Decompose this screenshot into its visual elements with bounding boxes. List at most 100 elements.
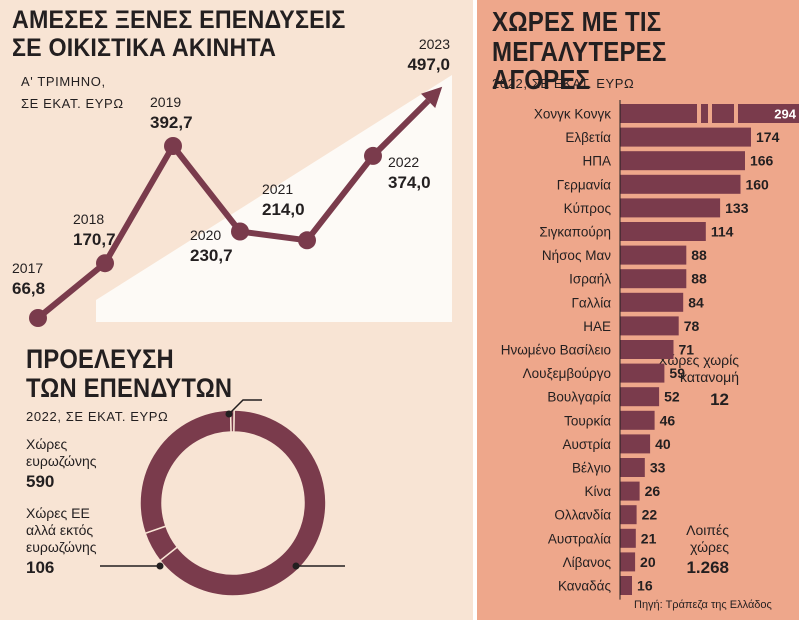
year-label-2022: 2022 bbox=[388, 154, 419, 170]
leader-dot-other bbox=[292, 562, 300, 570]
origin-label-eu-non-euro: Χώρες ΕΕ αλλά εκτός ευρωζώνης bbox=[26, 505, 97, 556]
bar-value-label: 78 bbox=[684, 318, 700, 334]
bar-value-label: 46 bbox=[660, 412, 676, 428]
leader-dot-unallocated bbox=[225, 410, 233, 418]
bar-category-label: ΗΠΑ bbox=[582, 154, 611, 169]
origin-label-unallocated: Χώρες χωρίς κατανομή bbox=[658, 352, 739, 386]
year-label-2019: 2019 bbox=[150, 94, 181, 110]
bar-value-label: 114 bbox=[711, 224, 734, 240]
bar-10 bbox=[620, 340, 674, 359]
origin-label-other-l1: Λοιπές bbox=[686, 522, 729, 538]
origin-label-unallocated-l1: Χώρες χωρίς bbox=[658, 352, 739, 368]
value-label-2023: 497,0 bbox=[407, 55, 450, 74]
origin-label-eu-non-euro-l2: αλλά εκτός bbox=[26, 522, 94, 538]
bar-category-label: Καναδάς bbox=[558, 579, 612, 594]
bar-value-label: 84 bbox=[688, 294, 704, 310]
value-label-2018: 170,7 bbox=[73, 230, 116, 249]
year-label-2021: 2021 bbox=[262, 181, 293, 197]
bar-category-label: Γαλλία bbox=[571, 295, 611, 310]
bar-category-label: Αυστρία bbox=[562, 437, 611, 452]
bar-category-label: Σιγκαπούρη bbox=[539, 225, 611, 240]
investments-subtitle-line2: ΣΕ ΕΚΑΤ. ΕΥΡΩ bbox=[21, 96, 124, 111]
bar-category-label: Βουλγαρία bbox=[547, 390, 611, 405]
leader-line-unallocated bbox=[228, 399, 262, 415]
origin-value-eu-non-euro: 106 bbox=[26, 558, 55, 577]
investments-line-chart: 2017 66,8 2018 170,7 2019 392,7 2020 230,7 2021 2… bbox=[12, 36, 452, 327]
bar-value-label: 16 bbox=[637, 578, 653, 594]
data-point-2021 bbox=[298, 231, 316, 250]
value-label-2019: 392,7 bbox=[150, 113, 193, 132]
slice-other bbox=[158, 409, 327, 597]
bar-17 bbox=[620, 505, 637, 525]
origin-subtitle: 2022, ΣΕ ΕΚΑΤ. ΕΥΡΩ bbox=[26, 409, 169, 424]
plot-area bbox=[96, 75, 452, 322]
bar-7 bbox=[620, 269, 687, 289]
bar-9 bbox=[620, 316, 679, 336]
origin-value-other: 1.268 bbox=[686, 558, 729, 577]
bar-category-label: ΗΑΕ bbox=[583, 319, 611, 334]
bar-5 bbox=[620, 222, 706, 241]
bar-value-label: 71 bbox=[678, 342, 694, 358]
bar-8 bbox=[620, 292, 684, 312]
bar-category-label: Χονγκ Κονγκ bbox=[534, 107, 611, 122]
leader-dot-eu-non-euro bbox=[156, 562, 164, 570]
bar-18 bbox=[620, 528, 636, 548]
bar-value-label: 22 bbox=[642, 507, 658, 523]
origin-label-other-l2: χώρες bbox=[690, 539, 729, 555]
origin-title-line1: ΠΡΟΕΛΕΥΣΗ bbox=[26, 344, 174, 374]
value-label-2021: 214,0 bbox=[262, 200, 305, 219]
data-point-2018 bbox=[96, 254, 114, 273]
data-point-2020 bbox=[231, 222, 249, 241]
data-point-2022 bbox=[364, 146, 382, 165]
bar-category-label: Βέλγιο bbox=[572, 461, 611, 476]
origin-label-other: Λοιπές χώρες bbox=[686, 522, 729, 556]
investments-title-line2: ΣΕ ΟΙΚΙΣΤΙΚΑ ΑΚΙΝΗΤΑ bbox=[12, 34, 277, 62]
year-label-2023: 2023 bbox=[419, 36, 450, 52]
bar-value-label: 174 bbox=[756, 129, 780, 145]
bar-value-label: 59 bbox=[669, 365, 685, 381]
year-label-2020: 2020 bbox=[190, 227, 221, 243]
bar-category-label: Τουρκία bbox=[564, 413, 611, 428]
origin-label-eu-non-euro-l3: ευρωζώνης bbox=[26, 539, 97, 555]
data-point-2017 bbox=[29, 309, 47, 327]
origin-value-unallocated: 12 bbox=[710, 390, 729, 409]
origin-label-eurozone-l1: Χώρες bbox=[26, 436, 68, 452]
bar-value-label: 33 bbox=[650, 460, 666, 476]
value-label-2020: 230,7 bbox=[190, 246, 233, 265]
bar-15 bbox=[620, 458, 645, 477]
bar-category-label: Κύπρος bbox=[564, 201, 612, 216]
series-arrowhead bbox=[421, 86, 443, 108]
bar-category-label: Κίνα bbox=[584, 484, 611, 499]
value-label-2017: 66,8 bbox=[12, 279, 45, 298]
bar-3 bbox=[620, 174, 741, 194]
markets-title-line2: ΜΕΓΑΛΥΤΕΡΕΣ ΑΓΟΡΕΣ bbox=[492, 36, 667, 95]
bar-value-label: 88 bbox=[691, 247, 707, 263]
bar-1 bbox=[620, 127, 751, 147]
slice-eurozone bbox=[139, 409, 232, 535]
bar-4 bbox=[620, 198, 721, 218]
bar-break-mark bbox=[697, 103, 701, 124]
bar-value-label: 20 bbox=[640, 554, 656, 570]
bar-2 bbox=[620, 151, 745, 171]
bar-category-label: Γερμανία bbox=[557, 177, 611, 192]
bar-value-label: 21 bbox=[641, 530, 657, 546]
bar-category-label: Ηνωμένο Βασίλειο bbox=[501, 343, 611, 358]
value-label-2022: 374,0 bbox=[388, 173, 431, 192]
bar-12 bbox=[620, 387, 660, 407]
origin-donut-chart bbox=[100, 399, 345, 597]
origin-title-line2: ΤΩΝ ΕΠΕΝΔΥΤΩΝ bbox=[26, 373, 233, 403]
origin-label-eurozone: Χώρες ευρωζώνης bbox=[26, 436, 97, 470]
bar-14 bbox=[620, 434, 651, 454]
bar-value-label: 160 bbox=[745, 176, 769, 192]
bar-value-label: 294 bbox=[774, 107, 796, 122]
bar-category-label: Ολλανδία bbox=[554, 508, 611, 523]
bar-category-label: Ελβετία bbox=[565, 130, 611, 145]
origin-label-unallocated-l2: κατανομή bbox=[680, 369, 739, 385]
investments-subtitle-line1: Α' ΤΡΙΜΗΝΟ, bbox=[21, 74, 106, 89]
investments-title-line1: ΑΜΕΣΕΣ ΞΕΝΕΣ ΕΠΕΝΔΥΣΕΙΣ bbox=[12, 6, 346, 34]
source-note: Πηγή: Τράπεζα της Ελλάδος bbox=[634, 599, 772, 611]
markets-title-line1: ΧΩΡΕΣ ΜΕ ΤΙΣ bbox=[492, 6, 662, 37]
bar-category-label: Νήσος Μαν bbox=[542, 248, 611, 263]
bar-value-label: 52 bbox=[664, 389, 680, 405]
bar-break-mark bbox=[734, 103, 738, 124]
